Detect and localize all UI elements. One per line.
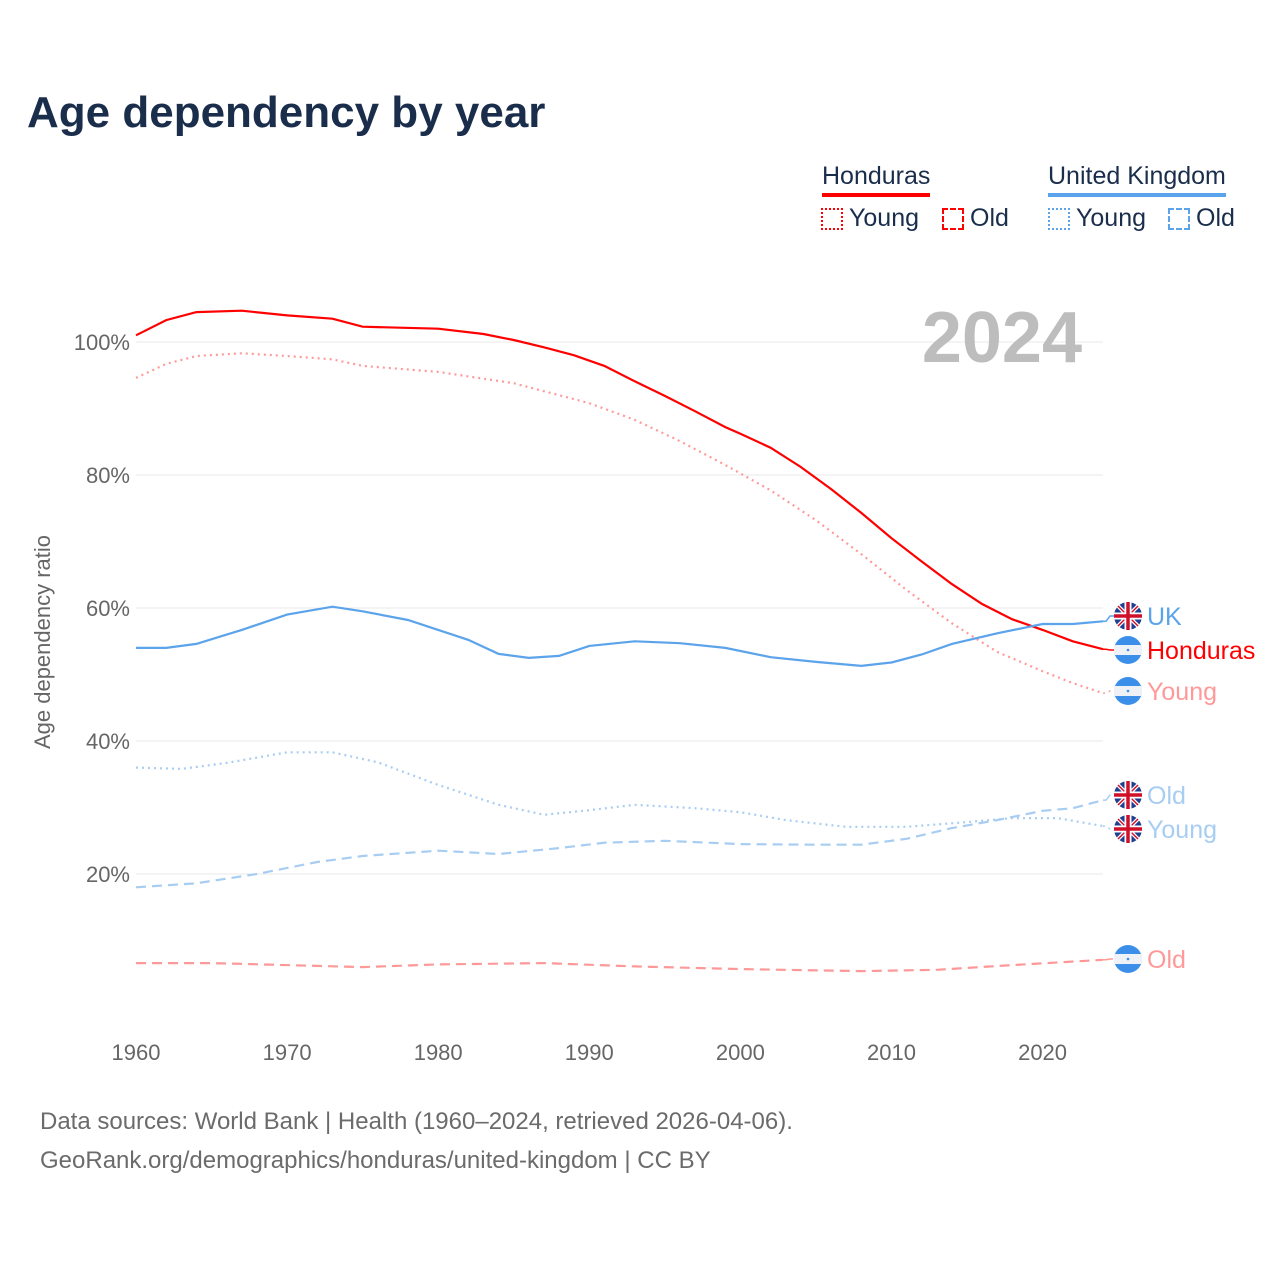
label-connector: [1103, 825, 1116, 830]
honduras-flag-star: [1126, 689, 1130, 693]
legend-honduras-old[interactable]: Old: [942, 204, 1009, 233]
label-connector: [1103, 690, 1116, 694]
end-label: Old: [1147, 946, 1186, 974]
series-line-uk-old: [135, 799, 1104, 889]
y-tick-label: 20%: [86, 862, 130, 887]
year-watermark: 2024: [922, 298, 1082, 378]
y-tick-label: 80%: [86, 463, 130, 488]
label-connector: [1103, 958, 1116, 961]
end-label: UK: [1147, 603, 1182, 631]
label-connector: [1103, 648, 1116, 651]
label-connector: [1103, 794, 1116, 801]
x-tick-label: 2000: [716, 1040, 765, 1065]
dotted-swatch-icon: [1048, 207, 1070, 230]
honduras-flag-star: [1126, 957, 1130, 961]
x-tick-label: 1980: [414, 1040, 463, 1065]
x-tick-label: 2010: [867, 1040, 916, 1065]
end-label: Old: [1147, 782, 1186, 810]
legend-honduras-young[interactable]: Young: [821, 204, 919, 233]
legend-uk-young[interactable]: Young: [1048, 204, 1146, 233]
dashed-swatch-icon: [1168, 207, 1190, 230]
x-tick-label: 2020: [1018, 1040, 1067, 1065]
end-label: Honduras: [1147, 637, 1255, 665]
legend-label: Young: [1076, 204, 1146, 232]
uk-flag-cross-red: [1114, 815, 1142, 843]
x-tick-label: 1990: [565, 1040, 614, 1065]
source-link[interactable]: GeoRank.org/demographics/honduras/united…: [40, 1147, 711, 1174]
series-line-honduras: [135, 309, 1104, 651]
legend-honduras[interactable]: Honduras: [822, 162, 931, 197]
series-line-honduras-young: [135, 352, 1104, 695]
x-tick-label: 1970: [263, 1040, 312, 1065]
y-tick-label: 40%: [86, 729, 130, 754]
series-line-honduras-old: [136, 958, 1104, 973]
legend-label: Young: [849, 204, 919, 232]
dashed-swatch-icon: [942, 207, 964, 230]
legend-label: Old: [970, 204, 1009, 232]
chart-title: Age dependency by year: [27, 88, 546, 137]
series-line-uk: [136, 605, 1104, 668]
end-label: Young: [1147, 816, 1217, 844]
uk-flag-cross-red: [1114, 781, 1142, 809]
legend-united-kingdom[interactable]: United Kingdom: [1048, 162, 1226, 197]
uk-flag-cross-red: [1114, 602, 1142, 630]
data-sources: Data sources: World Bank | Health (1960–…: [40, 1108, 793, 1135]
legend-uk-old[interactable]: Old: [1168, 204, 1235, 233]
y-axis-label: Age dependency ratio: [30, 535, 55, 749]
legend-label: Old: [1196, 204, 1235, 232]
honduras-flag-star: [1126, 648, 1130, 652]
end-label: Young: [1147, 678, 1217, 706]
y-tick-label: 100%: [74, 330, 130, 355]
x-tick-label: 1960: [112, 1040, 161, 1065]
y-tick-label: 60%: [86, 596, 130, 621]
dotted-swatch-icon: [821, 207, 843, 230]
label-connector: [1103, 615, 1116, 623]
series-line-uk-young: [135, 751, 1104, 828]
